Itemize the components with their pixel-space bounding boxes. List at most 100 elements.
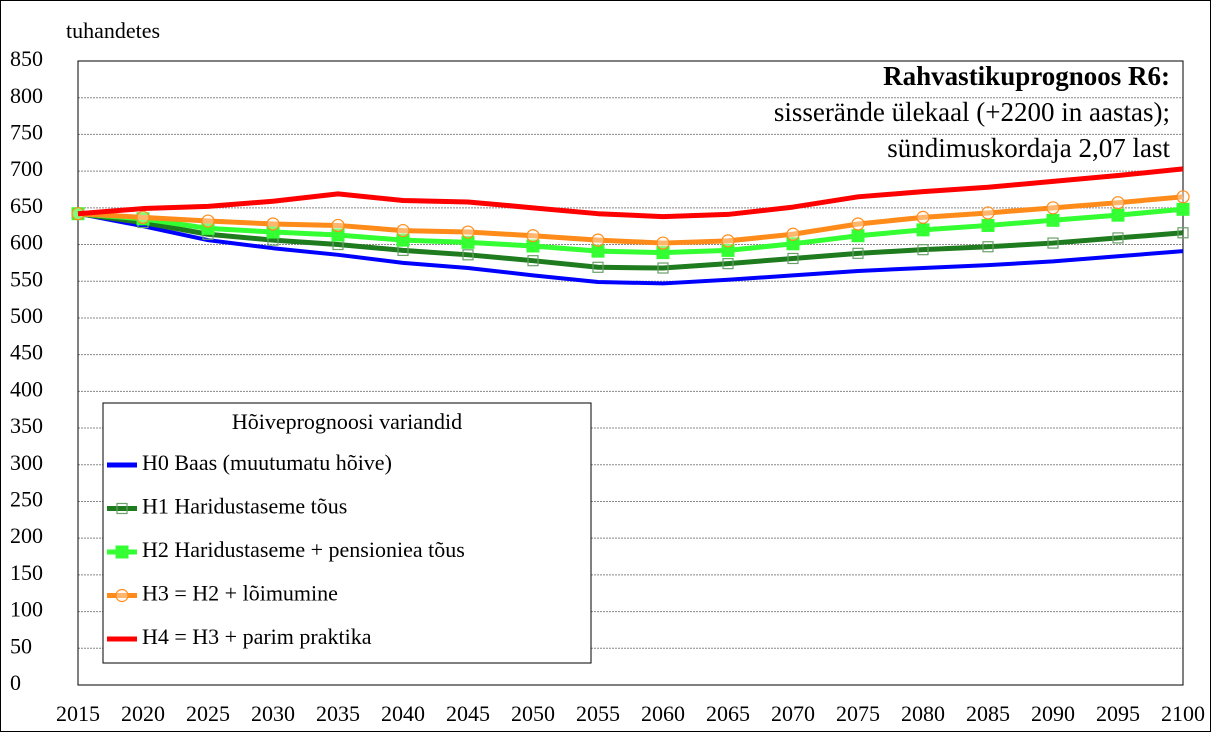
marker: [1046, 201, 1060, 215]
y-tick-label: 300: [10, 450, 43, 475]
marker: [786, 237, 800, 251]
marker: [656, 236, 670, 250]
plot-border: [77, 60, 1184, 686]
marker: [1046, 213, 1060, 227]
x-tick-label: 2060: [641, 701, 685, 726]
marker: [1176, 190, 1190, 204]
marker: [786, 227, 800, 241]
marker: [592, 261, 604, 273]
marker: [787, 252, 799, 265]
marker: [981, 218, 995, 232]
legend-box: [102, 402, 592, 664]
marker: [591, 233, 605, 247]
y-tick-label: 600: [10, 230, 43, 255]
legend-marker: [115, 545, 129, 559]
x-tick-label: 2040: [381, 701, 425, 726]
y-tick-label: 700: [10, 156, 43, 181]
marker: [396, 233, 410, 247]
marker: [396, 223, 410, 238]
y-tick-label: 400: [10, 376, 43, 401]
legend-title: Hõiveprognoosi variandid: [232, 409, 462, 434]
series-line: [77, 194, 1184, 246]
marker: [526, 229, 540, 243]
marker: [136, 210, 150, 224]
y-tick-label: 0: [10, 670, 21, 695]
marker: [981, 206, 995, 220]
marker: [331, 218, 345, 233]
marker: [526, 239, 540, 253]
x-tick-label: 2015: [56, 701, 100, 726]
x-tick-label: 2065: [706, 701, 750, 726]
series-line: [77, 211, 1184, 271]
y-tick-label: 500: [10, 303, 43, 328]
marker: [917, 244, 929, 256]
legend-label: H0 Baas (muutumatu hõive): [142, 450, 392, 475]
y-tick-label: 100: [10, 597, 43, 622]
marker: [721, 243, 735, 257]
marker: [461, 235, 475, 249]
x-tick-label: 2090: [1031, 701, 1075, 726]
x-tick-label: 2050: [511, 701, 555, 726]
x-tick-label: 2100: [1161, 701, 1205, 726]
y-tick-label: 450: [10, 340, 43, 365]
y-tick-label: 200: [10, 523, 43, 548]
marker: [1177, 227, 1189, 239]
y-tick-label: 850: [10, 46, 43, 71]
legend-label: H4 = H3 + parim praktika: [142, 624, 372, 649]
x-tick-label: 2045: [446, 701, 490, 726]
y-tick-label: 250: [10, 487, 43, 512]
series-line: [77, 166, 1184, 220]
annotation: sisserände ülekaal (+2200 in aastas);: [774, 97, 1170, 127]
marker: [266, 217, 280, 231]
series-line: [77, 211, 1184, 286]
x-tick-label: 2075: [836, 701, 880, 726]
series-line: [77, 206, 1184, 256]
x-tick-label: 2080: [901, 701, 945, 726]
x-tick-label: 2095: [1096, 701, 1140, 726]
marker: [851, 217, 865, 231]
marker: [656, 246, 670, 260]
legend-marker: [115, 588, 129, 603]
marker: [851, 229, 865, 243]
x-tick-label: 2055: [576, 701, 620, 726]
marker: [591, 244, 605, 258]
y-tick-label: 50: [10, 633, 32, 658]
y-tick-label: 650: [10, 193, 43, 218]
y-axis-label: tuhandetes: [66, 18, 160, 43]
marker: [1111, 208, 1125, 222]
marker: [721, 234, 735, 248]
annotation: Rahvastikuprognoos R6:: [883, 61, 1170, 91]
y-tick-label: 550: [10, 266, 43, 291]
marker: [462, 249, 474, 261]
marker: [527, 255, 539, 267]
legend-label: H3 = H2 + lõimumine: [142, 581, 338, 606]
marker: [1047, 237, 1059, 249]
marker: [1112, 232, 1124, 244]
y-tick-label: 150: [10, 560, 43, 585]
x-tick-label: 2035: [316, 701, 360, 726]
marker: [461, 225, 475, 239]
marker: [916, 210, 930, 224]
marker: [982, 241, 994, 253]
x-tick-label: 2070: [771, 701, 815, 726]
marker: [722, 258, 734, 270]
legend-label: H1 Haridustaseme tõus: [142, 494, 347, 519]
marker: [657, 262, 669, 274]
y-tick-label: 750: [10, 119, 43, 144]
annotation: sündimuskordaja 2,07 last: [887, 133, 1170, 163]
legend-label: H2 Haridustaseme + pensioniea tõus: [142, 537, 465, 562]
x-tick-label: 2025: [186, 701, 230, 726]
legend-marker: [116, 502, 128, 515]
marker: [1176, 202, 1190, 216]
x-tick-label: 2020: [121, 701, 165, 726]
marker: [1111, 196, 1125, 210]
y-tick-label: 350: [10, 413, 43, 438]
marker: [201, 214, 215, 228]
marker: [916, 223, 930, 237]
x-tick-label: 2030: [251, 701, 295, 726]
marker: [331, 228, 345, 242]
marker: [852, 247, 864, 259]
x-tick-label: 2085: [966, 701, 1010, 726]
y-tick-label: 800: [10, 83, 43, 108]
